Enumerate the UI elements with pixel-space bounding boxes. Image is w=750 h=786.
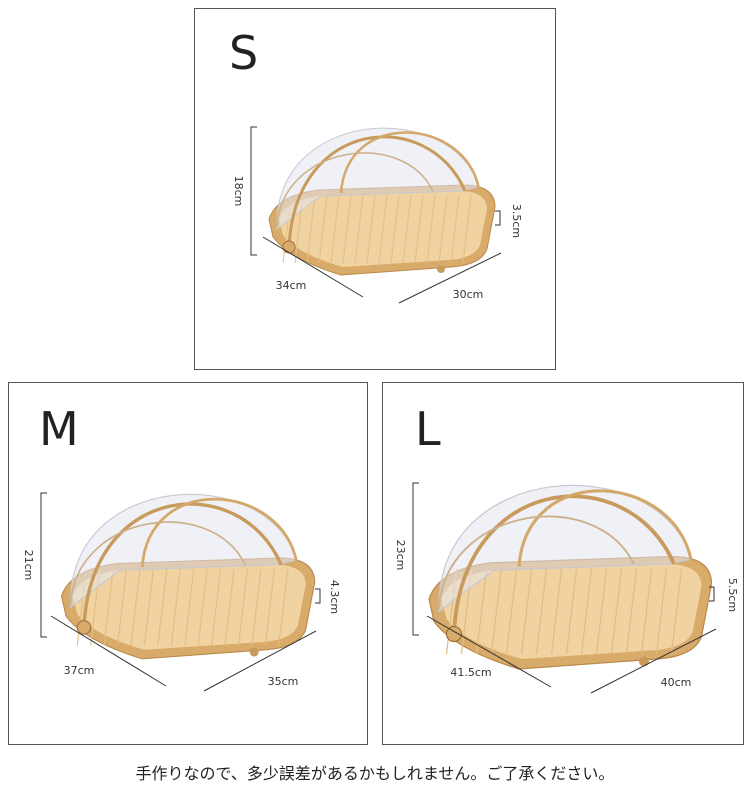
weave bbox=[306, 194, 316, 264]
foot bbox=[249, 647, 259, 657]
size-letter: M bbox=[39, 402, 79, 456]
weave bbox=[535, 568, 548, 655]
width-label: 40cm bbox=[661, 676, 692, 689]
weave bbox=[670, 568, 683, 655]
basket bbox=[428, 484, 713, 670]
depth-line bbox=[50, 615, 167, 687]
panel-canvas: L 23cm 41.5cm 40cm 5.5cm bbox=[394, 402, 739, 694]
weave bbox=[224, 569, 235, 646]
weave bbox=[211, 569, 222, 646]
weave bbox=[278, 569, 289, 646]
depth-line bbox=[426, 615, 552, 688]
depth-label: 37cm bbox=[64, 664, 95, 677]
weave bbox=[366, 194, 376, 264]
weave bbox=[462, 194, 472, 264]
weave bbox=[143, 569, 154, 646]
width-line bbox=[398, 252, 502, 304]
panel-s: S 18cm 34cm 30cm 3.5cm bbox=[194, 8, 556, 370]
basket bbox=[60, 493, 316, 660]
weave bbox=[655, 568, 668, 655]
height-label: 23cm bbox=[394, 540, 407, 571]
height-bracket bbox=[250, 126, 257, 256]
panel-l: L 23cm 41.5cm 40cm 5.5cm bbox=[382, 382, 744, 745]
weave bbox=[130, 569, 141, 646]
panel-canvas: M 21cm 37cm 35cm 4.3cm bbox=[22, 402, 341, 692]
knob bbox=[445, 625, 463, 643]
weave bbox=[475, 568, 488, 655]
weave bbox=[438, 194, 448, 264]
depth-label: 34cm bbox=[276, 279, 307, 292]
weave bbox=[184, 569, 195, 646]
weave bbox=[505, 568, 518, 655]
bamboo-arc bbox=[438, 515, 635, 610]
weave bbox=[390, 194, 400, 264]
foot bbox=[639, 656, 649, 667]
panel-canvas: S 18cm 34cm 30cm 3.5cm bbox=[229, 26, 523, 304]
bamboo-arc bbox=[339, 131, 481, 194]
height-label: 18cm bbox=[232, 176, 245, 207]
panel-m: M 21cm 37cm 35cm 4.3cm bbox=[8, 382, 368, 745]
weave bbox=[264, 569, 275, 646]
weave bbox=[490, 568, 503, 655]
size-letter: L bbox=[415, 402, 441, 456]
weave bbox=[625, 568, 638, 655]
knob bbox=[76, 620, 92, 635]
bamboo-arc bbox=[69, 521, 246, 606]
weave bbox=[450, 194, 460, 264]
depth-label: 41.5cm bbox=[450, 666, 491, 679]
size-letter: S bbox=[229, 26, 258, 80]
height-bracket bbox=[412, 482, 419, 636]
knob bbox=[282, 240, 296, 254]
rim-bracket bbox=[495, 210, 501, 226]
weave bbox=[197, 569, 208, 646]
weave bbox=[565, 568, 578, 655]
height-label: 21cm bbox=[22, 550, 35, 581]
bamboo-arc bbox=[287, 135, 467, 248]
weave bbox=[550, 568, 563, 655]
width-label: 30cm bbox=[453, 288, 484, 301]
rim-label: 3.5cm bbox=[510, 204, 523, 238]
bamboo-arc bbox=[140, 497, 299, 568]
weave bbox=[237, 569, 249, 646]
depth-line bbox=[262, 236, 364, 298]
weave bbox=[157, 569, 168, 646]
weave bbox=[378, 194, 388, 264]
basket bbox=[268, 127, 496, 276]
foot bbox=[437, 265, 445, 273]
weave bbox=[330, 194, 340, 264]
rim-label: 4.3cm bbox=[328, 580, 341, 614]
rim-bracket bbox=[315, 588, 321, 604]
weave bbox=[354, 194, 364, 264]
weave bbox=[414, 194, 424, 264]
bamboo-arc bbox=[517, 489, 694, 567]
weave bbox=[595, 568, 608, 655]
bamboo-arc bbox=[82, 502, 283, 628]
weave bbox=[342, 194, 352, 264]
weave bbox=[426, 194, 436, 264]
width-line bbox=[203, 630, 317, 692]
weave bbox=[117, 569, 128, 646]
weave bbox=[580, 568, 593, 655]
weave bbox=[402, 194, 412, 264]
width-label: 35cm bbox=[268, 675, 299, 688]
weave bbox=[170, 569, 181, 646]
weave bbox=[640, 568, 653, 655]
rim-bracket bbox=[709, 586, 715, 602]
weave bbox=[520, 568, 533, 655]
weave bbox=[251, 569, 262, 646]
bamboo-arc bbox=[452, 494, 676, 635]
height-bracket bbox=[40, 492, 47, 638]
weave bbox=[318, 194, 328, 264]
width-line bbox=[590, 628, 717, 694]
bamboo-arc bbox=[276, 152, 434, 228]
rim-label: 5.5cm bbox=[726, 578, 739, 612]
note: 手作りなので、多少誤差があるかもしれません。ご了承ください。 bbox=[135, 764, 615, 783]
weave bbox=[103, 569, 114, 646]
weave bbox=[610, 568, 623, 655]
